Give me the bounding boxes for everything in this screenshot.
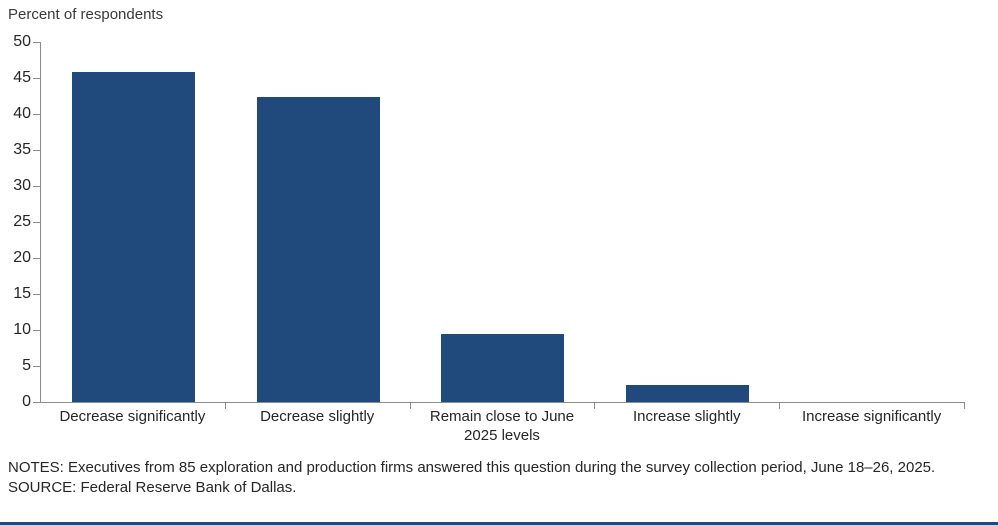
x-tick [594,403,596,409]
x-category-label: Increase slightly [633,408,741,425]
plot-area: 0 5 10 15 20 25 30 35 40 45 50 [13,34,965,410]
y-tick-label: 25 [13,213,31,230]
y-tick [33,185,40,187]
x-category-label: Increase significantly [801,408,942,425]
y-tick [33,365,40,367]
y-tick [33,293,40,295]
y-tick [33,401,40,403]
y-tick [33,257,40,259]
y-tick [33,221,40,223]
y-tick [33,41,40,43]
chart-title: Percent of respondents [8,6,164,23]
bar [626,384,750,402]
notes-text: NOTES: Executives from 85 exploration an… [8,459,936,476]
x-category-label: Decrease slightly [260,408,375,425]
bar-slot [411,42,596,402]
bar-slot [226,42,411,402]
y-tick-label: 30 [13,177,31,194]
y-tick-label: 50 [13,33,31,50]
bar-slot [595,42,780,402]
y-tick [33,149,40,151]
bar-slot [780,42,965,402]
x-category-label: Decrease significantly [59,408,206,425]
y-tick-label: 35 [13,141,31,158]
bar [256,96,380,402]
y-tick [33,329,40,331]
bottom-rule [0,522,998,525]
source-text: SOURCE: Federal Reserve Bank of Dallas. [8,479,297,496]
x-category-label: Remain close to June 2025 levels [429,408,575,444]
bar [441,334,565,402]
y-tick-label: 45 [13,69,31,86]
y-tick-label: 15 [13,285,31,302]
y-tick-label: 0 [22,393,31,410]
x-tick [224,403,226,409]
y-tick-label: 5 [22,357,31,374]
bar [71,71,195,402]
y-tick-label: 20 [13,249,31,266]
notes-block: NOTES: Executives from 85 exploration an… [8,458,994,498]
x-tick [409,403,411,409]
y-tick-label: 10 [13,321,31,338]
y-tick [33,113,40,115]
y-tick-label: 40 [13,105,31,122]
bar-slot [41,42,226,402]
y-tick [33,77,40,79]
x-tick [964,403,965,409]
x-tick [779,403,781,409]
